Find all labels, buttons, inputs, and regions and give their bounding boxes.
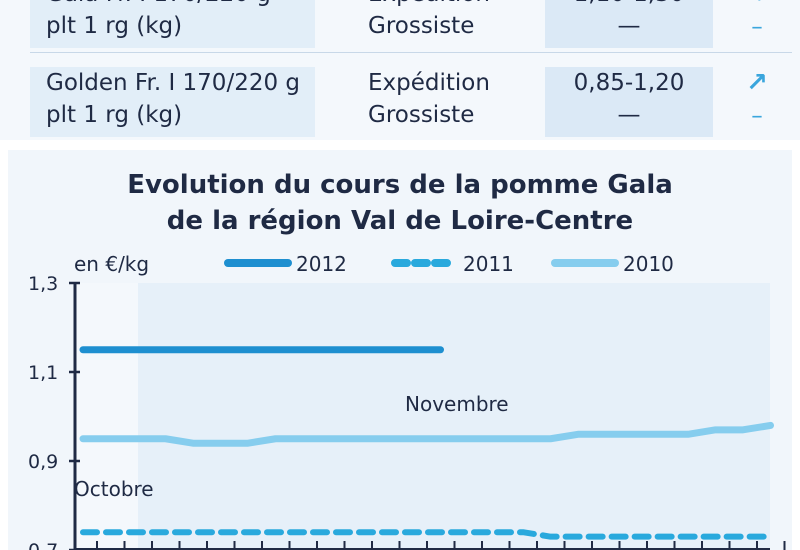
y-axis-label: en €/kg — [74, 252, 149, 276]
arrow-up-right-icon: ↗ — [746, 68, 768, 98]
trend-dash: – — [751, 103, 763, 129]
y-tick-label: 1,3 — [28, 273, 58, 295]
price-range: 1,10-1,30 — [545, 0, 713, 10]
stage-line2: Grossiste — [368, 102, 475, 128]
product-name: Gala Fr. I 170/220 g — [46, 0, 315, 10]
price-cell: 0,85-1,20 — — [545, 67, 713, 137]
y-tick-label: 0,7 — [28, 540, 58, 550]
legend-label-2010: 2010 — [623, 252, 674, 276]
price-range: 0,85-1,20 — [573, 70, 685, 96]
plot-background — [75, 283, 770, 550]
product-name: Golden Fr. I 170/220 g — [46, 70, 300, 96]
chart-subtitle: de la région Val de Loire-Centre — [166, 206, 634, 236]
series-line-2010 — [79, 421, 774, 447]
y-tick-label: 0,9 — [28, 451, 58, 473]
table-row: Gala Fr. I 170/220 g plt 1 rg (kg) Expéd… — [0, 0, 800, 48]
price-empty: — — [617, 102, 641, 128]
series-line-2011 — [80, 529, 774, 540]
row-divider — [30, 52, 792, 53]
stage-line2: Grossiste — [368, 13, 475, 39]
month-label: Octobre — [74, 477, 154, 501]
trend-cell: ➜ – — [722, 0, 792, 43]
shaded-period — [75, 283, 138, 550]
y-tick-label: 1,1 — [28, 362, 58, 384]
price-cell: 1,10-1,30 — — [545, 0, 713, 48]
legend-label-2012: 2012 — [296, 252, 347, 276]
stage-line1: Expédition — [368, 0, 543, 10]
product-cell: Gala Fr. I 170/220 g plt 1 rg (kg) — [30, 0, 315, 48]
product-unit: plt 1 rg (kg) — [46, 102, 183, 128]
table-row: Golden Fr. I 170/220 g plt 1 rg (kg) Exp… — [0, 67, 800, 137]
legend-label-2011: 2011 — [463, 252, 514, 276]
stage-line1: Expédition — [368, 70, 490, 96]
trend-cell: ↗ – — [722, 67, 792, 132]
month-label: Novembre — [405, 392, 509, 416]
chart-title: Evolution du cours de la pomme Gala — [127, 170, 673, 200]
price-empty: — — [617, 13, 641, 39]
arrow-right-icon: ➜ — [746, 0, 768, 10]
stage-cell: Expédition Grossiste — [368, 67, 543, 131]
price-table: Gala Fr. I 170/220 g plt 1 rg (kg) Expéd… — [0, 0, 800, 140]
product-cell: Golden Fr. I 170/220 g plt 1 rg (kg) — [30, 67, 315, 137]
trend-dash: – — [751, 14, 763, 40]
product-unit: plt 1 rg (kg) — [46, 13, 183, 39]
stage-cell: Expédition Grossiste — [368, 0, 543, 42]
